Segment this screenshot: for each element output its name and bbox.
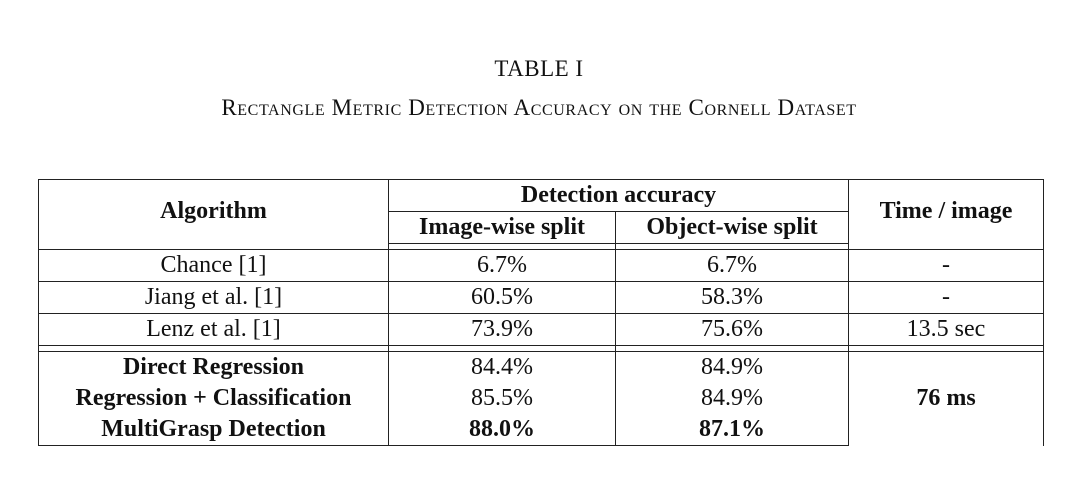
cell-algorithm: MultiGrasp Detection [38, 414, 389, 446]
cell-object-wise: 75.6% [615, 313, 849, 346]
header-algorithm: Algorithm [38, 179, 389, 244]
cell-algorithm: Regression + Classification [38, 383, 389, 414]
cell-object-wise: 84.9% [615, 351, 849, 383]
header-time-per-image: Time / image [848, 179, 1044, 244]
cell-image-wise: 60.5% [388, 281, 616, 314]
results-table: Algorithm Detection accuracy Time / imag… [38, 179, 1044, 446]
table-row: Chance [1] 6.7% 6.7% - [38, 249, 1044, 282]
cell-algorithm: Lenz et al. [1] [38, 313, 389, 346]
cell-image-wise: 85.5% [388, 383, 616, 414]
table-label: TABLE I [494, 56, 584, 81]
table-row: Jiang et al. [1] 60.5% 58.3% - [38, 281, 1044, 314]
table-row: Regression + Classification 85.5% 84.9% [38, 383, 1044, 414]
cell-object-wise: 84.9% [615, 383, 849, 414]
header-detection-accuracy: Detection accuracy [388, 179, 849, 212]
header-image-wise-split: Image-wise split [388, 211, 616, 244]
cell-algorithm: Direct Regression [38, 351, 389, 383]
cell-image-wise: 88.0% [388, 414, 616, 446]
cell-object-wise: 6.7% [615, 249, 849, 282]
cell-object-wise: 87.1% [615, 414, 849, 446]
cell-image-wise: 84.4% [388, 351, 616, 383]
table-caption: Rectangle Metric Detection Accuracy on t… [221, 95, 857, 120]
cell-image-wise: 6.7% [388, 249, 616, 282]
table-row: Lenz et al. [1] 73.9% 75.6% 13.5 sec [38, 313, 1044, 346]
cell-algorithm: Jiang et al. [1] [38, 281, 389, 314]
cell-algorithm: Chance [1] [38, 249, 389, 282]
table-row: MultiGrasp Detection 88.0% 87.1% [38, 414, 1044, 446]
cell-time: - [848, 281, 1044, 314]
cell-time-merged: 76 ms [848, 351, 1044, 446]
table-row: Direct Regression 84.4% 84.9% 76 ms [38, 351, 1044, 446]
header-object-wise-split: Object-wise split [615, 211, 849, 244]
cell-object-wise: 58.3% [615, 281, 849, 314]
cell-time: 13.5 sec [848, 313, 1044, 346]
cell-time: - [848, 249, 1044, 282]
cell-image-wise: 73.9% [388, 313, 616, 346]
